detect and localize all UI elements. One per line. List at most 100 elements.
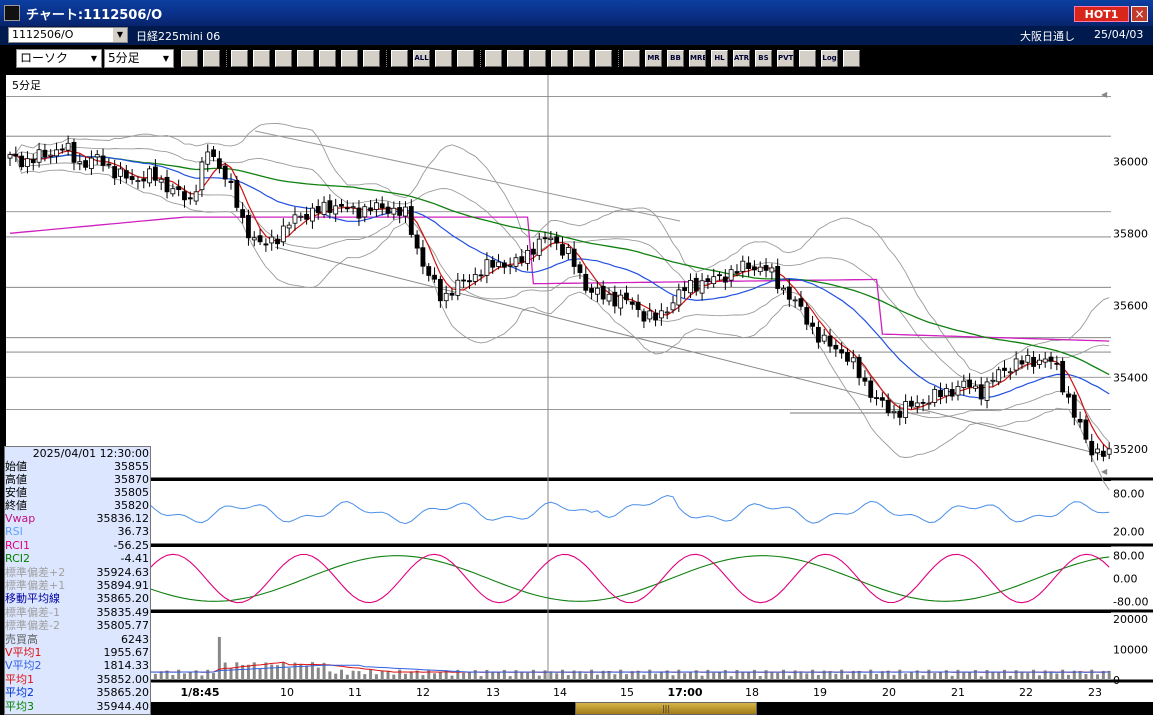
trash-icon[interactable] [341, 50, 358, 67]
volume-bar [456, 669, 460, 680]
volume-bar [752, 669, 756, 680]
all-icon[interactable]: ALL [413, 50, 430, 67]
band-line [9, 154, 1110, 491]
candle-down [833, 344, 839, 350]
chart-area[interactable]: 36000 35800 35600 35400 35200 5分足 ◀ ◀ 80.00 20.00… [0, 71, 1153, 715]
candle-down [1002, 367, 1007, 371]
indicator-label: RSI [5, 525, 23, 539]
export-icon[interactable] [843, 50, 860, 67]
candle-up [647, 310, 653, 320]
window-icon[interactable] [203, 50, 220, 67]
chart-panel-1 [6, 75, 1111, 478]
indicator-row: V平均2 1814.33 [5, 660, 150, 672]
candle-down [1048, 356, 1054, 362]
undo-icon[interactable] [297, 50, 314, 67]
search-icon[interactable] [529, 50, 546, 67]
mre-icon[interactable]: MRE [689, 50, 706, 67]
volume-bar [1032, 669, 1036, 680]
candle-up [740, 260, 746, 272]
indicator-row: 標準偏差-1 35835.49 [5, 606, 150, 619]
chevron-down-icon[interactable]: ▼ [162, 54, 170, 63]
time-tick-label: 17:00 [667, 686, 702, 699]
volume-bar [526, 672, 530, 680]
candle-up [711, 276, 717, 285]
volume-bar [933, 673, 937, 680]
volume-bar [531, 669, 535, 680]
arrow-down-icon[interactable] [507, 50, 524, 67]
notes-icon[interactable] [319, 50, 336, 67]
pvt-icon[interactable]: PVT [777, 50, 794, 67]
candle-up [850, 357, 856, 363]
indicator-label: 移動平均線 [5, 592, 60, 606]
log-icon[interactable]: Log [821, 50, 838, 67]
trend-line [274, 246, 1108, 457]
candle-up [664, 311, 670, 314]
tools-icon[interactable] [457, 50, 474, 67]
volume-bar [688, 671, 692, 680]
volume-bar [520, 672, 524, 680]
atr-icon[interactable]: ATR [733, 50, 750, 67]
scrollbar-thumb[interactable]: ||| [575, 702, 757, 715]
candle-up [94, 154, 100, 158]
candle-down [897, 410, 903, 418]
box-icon[interactable] [799, 50, 816, 67]
candle-up [1007, 371, 1013, 374]
chevron-down-icon[interactable]: ▼ [90, 54, 98, 63]
magnify-icon[interactable] [181, 50, 198, 67]
volume-bar [973, 670, 977, 680]
split-icon[interactable] [573, 50, 590, 67]
candle-up [507, 264, 513, 267]
candle-down [368, 207, 373, 211]
link-icon[interactable] [253, 50, 270, 67]
info-open-row: 始値 35855 [5, 461, 150, 473]
candle-down [426, 266, 432, 276]
candle-up [321, 201, 327, 215]
candle-alt-icon[interactable] [391, 50, 408, 67]
candle-up [373, 202, 379, 210]
chevron-down-icon[interactable]: ▼ [113, 28, 127, 42]
candle-up [891, 410, 897, 414]
candle-icon[interactable] [363, 50, 380, 67]
pencil-icon[interactable] [231, 50, 248, 67]
volume-bar [723, 670, 727, 680]
volume-bar [543, 670, 547, 680]
cursor-icon[interactable] [275, 50, 292, 67]
interval-select[interactable]: 5分足 ▼ [104, 49, 174, 68]
candle-up [496, 261, 501, 267]
candle-down [164, 176, 170, 193]
candle-up [757, 266, 763, 273]
hl-icon[interactable]: HL [711, 50, 728, 67]
grid-icon[interactable] [435, 50, 452, 67]
symbol-select[interactable]: 1112506/O ▼ [8, 27, 128, 43]
candle-down [1060, 360, 1066, 393]
candle-down [339, 203, 344, 207]
candle-up [443, 292, 449, 302]
bb-icon[interactable]: BB [667, 50, 684, 67]
volume-bar [1107, 670, 1111, 680]
volume-bar [305, 665, 309, 680]
volume-bar [1049, 671, 1053, 680]
volume-bar [438, 671, 442, 680]
close-button[interactable]: × [1131, 6, 1148, 22]
candle-down [263, 243, 269, 246]
candle-down [746, 262, 752, 269]
candle-down [461, 279, 467, 282]
volume-bar [997, 672, 1001, 680]
blank-icon[interactable] [595, 50, 612, 67]
candle-up [943, 388, 949, 397]
low-value: 35805 [114, 486, 149, 499]
chart-type-select[interactable]: ローソク ▼ [16, 49, 102, 68]
candle-down [1089, 440, 1095, 456]
mr-icon[interactable]: MR [645, 50, 662, 67]
hot-button[interactable]: HOT1 [1074, 6, 1129, 22]
table-icon[interactable] [551, 50, 568, 67]
volume-bar [834, 673, 838, 680]
ps-icon[interactable]: BS [755, 50, 772, 67]
candle-down [246, 214, 251, 239]
color-icon[interactable] [485, 50, 502, 67]
volume-bar [758, 675, 762, 680]
ma-icon[interactable] [623, 50, 640, 67]
indicator-row: 移動平均線 35865.20 [5, 593, 150, 605]
candle-down [414, 234, 420, 249]
time-tick-label: 13 [486, 686, 500, 699]
